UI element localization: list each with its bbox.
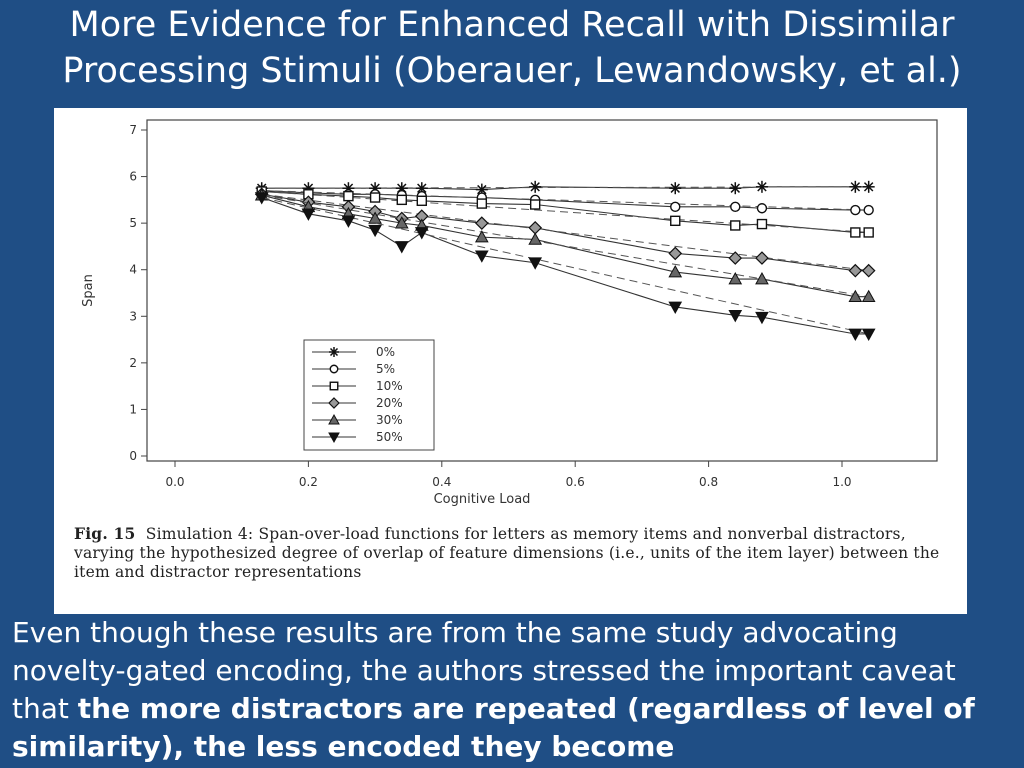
- series-5-point: [668, 301, 683, 315]
- series-4-point: [755, 271, 769, 285]
- series-2-point: [863, 227, 874, 238]
- series-0-point: [669, 182, 682, 195]
- series-1-point: [850, 204, 861, 216]
- body-text-emphasis: the more distractors are repeated (regar…: [12, 692, 975, 763]
- slide-title: More Evidence for Enhanced Recall with D…: [0, 2, 1024, 94]
- y-tick-label: 5: [129, 216, 137, 230]
- series-2-point: [670, 215, 681, 227]
- series-5-point: [341, 215, 356, 228]
- x-tick-label: 0.8: [699, 475, 718, 489]
- legend-label: 30%: [376, 413, 403, 427]
- legend-marker: [328, 432, 340, 444]
- series-2-point: [850, 227, 861, 238]
- series-2-point: [756, 218, 768, 230]
- x-tick-label: 0.0: [165, 475, 184, 489]
- legend-label: 50%: [376, 430, 403, 444]
- series-3-point: [528, 220, 543, 235]
- series-3-point: [474, 216, 489, 230]
- y-tick-label: 4: [129, 263, 137, 277]
- series-trend-0: [261, 186, 869, 189]
- series-1-point: [730, 201, 741, 213]
- x-tick-label: 0.4: [432, 475, 451, 489]
- series-0-point: [755, 180, 768, 193]
- series-4-point: [861, 289, 876, 303]
- series-2-point: [416, 195, 427, 206]
- x-tick-label: 0.6: [566, 475, 585, 489]
- legend-marker: [328, 413, 340, 425]
- series-5-point: [301, 208, 316, 221]
- x-tick-label: 1.0: [832, 475, 851, 489]
- y-tick-label: 1: [129, 402, 137, 416]
- y-axis-label: Span: [81, 274, 96, 307]
- series-trend-4: [261, 194, 869, 298]
- legend-marker: [328, 397, 340, 409]
- y-tick-label: 6: [129, 170, 137, 184]
- body-text: Even though these results are from the s…: [12, 614, 1012, 766]
- legend-label: 20%: [376, 396, 403, 410]
- series-3-point: [755, 251, 769, 265]
- series-4-point: [394, 216, 409, 229]
- figure-caption: Fig. 15 Simulation 4: Span-over-load fun…: [74, 524, 944, 582]
- series-3-point: [848, 263, 863, 278]
- x-axis-label: Cognitive Load: [434, 492, 531, 507]
- series-2-point: [396, 194, 407, 206]
- series-3-point: [668, 246, 683, 261]
- series-3-point: [728, 251, 743, 265]
- y-tick-label: 2: [129, 356, 137, 370]
- series-0-point: [849, 180, 862, 193]
- series-5-point: [254, 192, 269, 205]
- legend-box: [303, 339, 435, 451]
- figure-panel: 0 1 2 3 4 5 6 7 0.0 0.2 0.4 0.6 0.8 1.0 Cognitive Load…: [54, 108, 967, 614]
- series-2-point: [730, 220, 741, 231]
- series-5-point: [368, 224, 382, 238]
- series-5-point: [755, 311, 769, 325]
- series-5-point: [414, 227, 429, 240]
- figure-caption-label: Fig. 15: [74, 524, 136, 543]
- plot-frame: [146, 119, 938, 462]
- series-5-point: [728, 310, 743, 323]
- series-0-point: [529, 180, 542, 193]
- series-4-point: [848, 289, 863, 303]
- series-5-point: [848, 328, 863, 342]
- series-2-point: [343, 190, 354, 202]
- legend-label: 5%: [376, 362, 395, 376]
- series-5-point: [394, 241, 409, 254]
- x-tick-label: 0.2: [299, 475, 318, 489]
- series-4-point: [668, 265, 683, 278]
- series-2-point: [476, 198, 488, 209]
- body-text-plain: Even though these results are from the s…: [12, 616, 956, 725]
- slide-title-line-2: Processing Stimuli (Oberauer, Lewandowsk…: [62, 51, 962, 91]
- series-4-point: [728, 271, 743, 285]
- series-5-point: [474, 250, 489, 263]
- series-2-point: [529, 199, 541, 210]
- series-0-point: [729, 182, 742, 195]
- legend-marker: [329, 364, 339, 374]
- legend-marker: [329, 381, 339, 391]
- series-4-point: [528, 232, 543, 245]
- series-0-point: [862, 180, 875, 193]
- series-trend-2: [261, 190, 869, 233]
- series-4-point: [474, 230, 489, 243]
- legend-label: 10%: [376, 379, 403, 393]
- series-5-point: [861, 328, 876, 342]
- y-tick-label: 7: [129, 123, 137, 137]
- figure-caption-text: Simulation 4: Span-over-load functions f…: [74, 525, 940, 581]
- series-1-point: [863, 204, 874, 216]
- slide-title-line-1: More Evidence for Enhanced Recall with D…: [69, 5, 955, 45]
- series-3-point: [861, 263, 876, 278]
- series-1-point: [670, 201, 681, 213]
- span-over-load-chart: 0 1 2 3 4 5 6 7 0.0 0.2 0.4 0.6 0.8 1.0 Cognitive Load…: [81, 119, 938, 507]
- legend-label: 0%: [376, 345, 395, 359]
- series-trend-1: [261, 190, 869, 211]
- y-tick-label: 3: [129, 309, 137, 323]
- series-5-point: [528, 257, 543, 270]
- series-2-point: [369, 192, 381, 203]
- series-1-point: [756, 203, 768, 214]
- legend-marker: [329, 347, 339, 357]
- series-4-point: [368, 211, 382, 224]
- y-tick-label: 0: [129, 449, 137, 463]
